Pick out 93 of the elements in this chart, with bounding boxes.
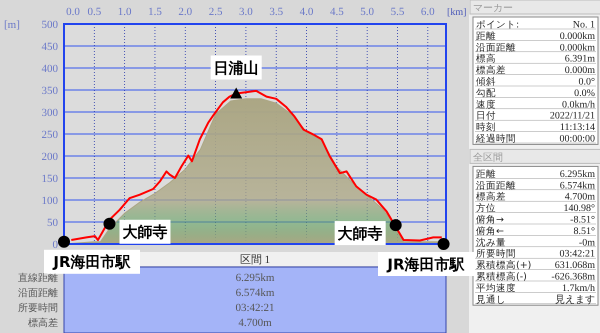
text: 俯角→: [476, 214, 504, 226]
text: 平均速度: [476, 282, 516, 294]
text: 11:13:14: [560, 122, 595, 134]
text: 区間 1: [240, 254, 270, 266]
annotation: 大師寺: [338, 224, 383, 242]
text: 距離: [476, 168, 496, 180]
point: [230, 88, 242, 99]
y-tick-label: 150: [42, 172, 58, 185]
text: 4.700m: [238, 317, 272, 329]
text: 03:42:21: [559, 248, 595, 260]
text: 直線距離: [18, 272, 58, 284]
x-tick-label: 2.5: [208, 6, 223, 18]
text: 傾斜: [476, 76, 496, 88]
text: 累積標高(+): [476, 259, 532, 272]
text: 標高: [476, 52, 496, 65]
x-tick-label: 0.0: [66, 6, 80, 18]
annotation: JR海田市駅: [52, 253, 132, 272]
text: 2022/11/21: [550, 110, 595, 122]
text: 0.0%: [574, 88, 595, 99]
x-tick-label: 5.5: [390, 6, 405, 18]
y-tick-label: 50: [47, 216, 58, 229]
text: 沿面距離: [18, 287, 58, 299]
text: 方位: [476, 202, 496, 214]
text: 6.391m: [564, 54, 596, 65]
y-tick-label: 0: [52, 238, 58, 251]
text: 標高差: [476, 64, 506, 76]
text: 0.000km: [560, 30, 596, 42]
text: 標高差: [476, 190, 506, 203]
point: [103, 218, 116, 230]
y-tick-label: 450: [42, 40, 58, 53]
x-tick-label: 1.0: [118, 6, 132, 18]
x-tick-label: 1.5: [148, 6, 162, 18]
x-tick-label: 5.0: [360, 6, 375, 18]
text: 所要時間: [476, 248, 516, 260]
x-tick-label: 3.0: [239, 6, 254, 18]
text: 140.98°: [564, 203, 595, 214]
text: 見えます: [555, 294, 595, 306]
y-tick-label: 100: [42, 194, 58, 207]
text: 累積標高(-): [476, 270, 527, 282]
text: 所要時間: [18, 302, 58, 314]
text: 経過時間: [475, 132, 516, 144]
text: 4.700m: [564, 192, 596, 203]
text: 時刻: [476, 121, 496, 134]
text: -626.368m: [551, 272, 596, 282]
x-axis-title: [km]: [447, 7, 466, 18]
annotation: JR海田市駅: [386, 255, 466, 274]
text: 全区間: [473, 151, 503, 164]
x-tick-label: 0.5: [87, 6, 102, 18]
text: 距離: [476, 30, 496, 42]
annotation: 大師寺: [122, 223, 168, 242]
text: 日付: [476, 110, 496, 122]
y-tick-label: 500: [42, 18, 58, 31]
text: 0.000m: [564, 65, 596, 76]
text: 6.574km: [560, 180, 596, 192]
y-tick-label: 400: [42, 62, 58, 75]
text: 0.0km/h: [562, 99, 595, 110]
text: 見通し: [476, 293, 506, 306]
point: [438, 238, 450, 250]
text: 8.51°: [574, 226, 595, 237]
y-tick-label: 300: [42, 106, 58, 119]
text: -0m: [578, 237, 596, 248]
x-tick-label: 6.0: [420, 6, 436, 18]
text: 沿面距離: [476, 41, 516, 54]
text: No. 1: [572, 20, 595, 30]
x-tick-label: 4.0: [300, 6, 314, 18]
text: 03:42:21: [235, 302, 275, 314]
y-tick-label: 250: [42, 128, 58, 141]
text: 速度: [476, 98, 496, 110]
text: -8.51°: [570, 214, 595, 226]
text: ポイント:: [476, 20, 520, 30]
point: [58, 236, 70, 248]
text: マーカー: [473, 3, 513, 14]
text: 1.7km/h: [562, 282, 595, 294]
text: 0.0°: [578, 76, 595, 88]
y-tick-label: 200: [42, 150, 58, 163]
point: [390, 219, 402, 232]
text: 0.000km: [560, 42, 596, 54]
x-tick-label: 2.0: [178, 6, 193, 18]
y-tick-label: 350: [42, 84, 58, 97]
text: 6.295km: [560, 168, 596, 180]
text: 631.068m: [554, 260, 596, 272]
text: 沈み量: [476, 236, 506, 248]
text: 沿面距離: [476, 179, 516, 192]
x-tick-label: 3.5: [269, 6, 284, 18]
text: 6.574km: [236, 287, 275, 299]
text: 00:00:00: [559, 134, 595, 144]
text: 標高差: [28, 317, 58, 329]
text: 6.295km: [236, 272, 275, 284]
text: 勾配: [476, 86, 496, 99]
y-axis-title: [m]: [4, 19, 20, 31]
annotation: 日浦山: [214, 58, 259, 77]
x-tick-label: 4.5: [330, 6, 344, 18]
text: 俯角←: [476, 224, 504, 237]
